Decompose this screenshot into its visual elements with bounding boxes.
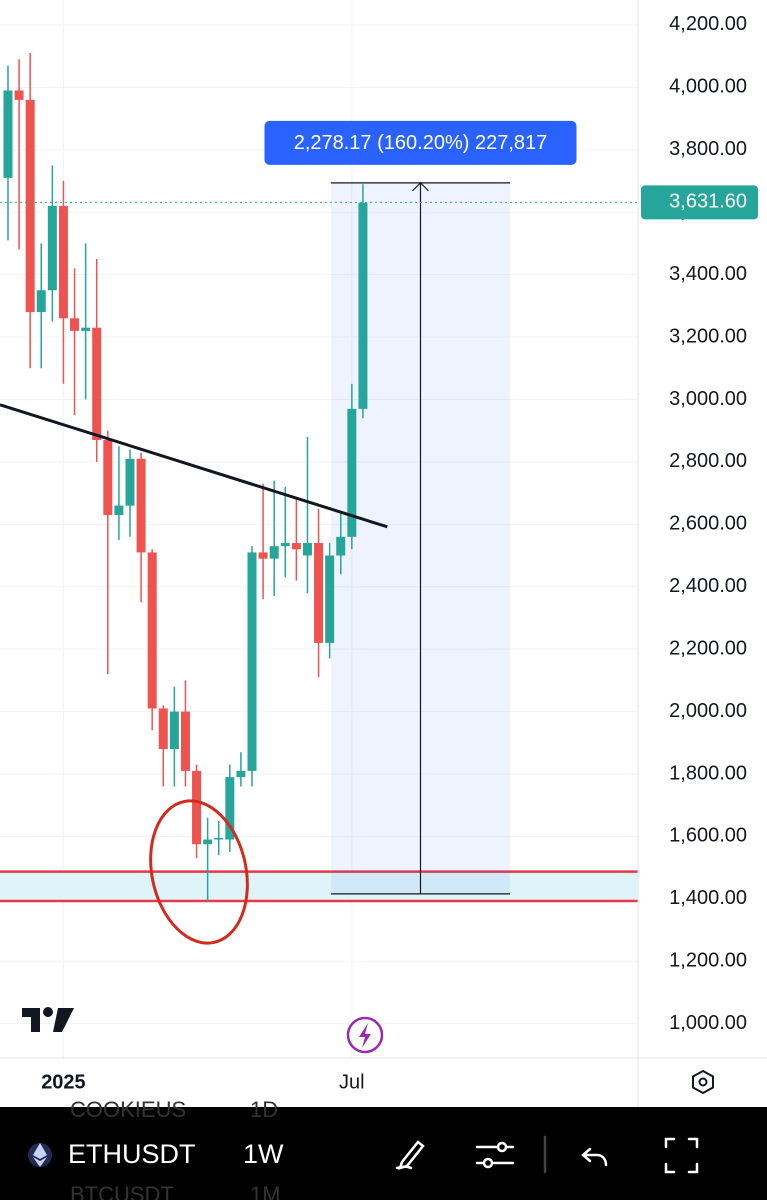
candle-body (314, 543, 324, 643)
last-price-tag (641, 185, 758, 220)
candle-body (214, 837, 224, 840)
candle-body (291, 543, 301, 550)
toolbar (0, 1107, 767, 1200)
candle-body (70, 318, 80, 331)
candle-body (103, 440, 113, 515)
settings-icon[interactable] (692, 1069, 714, 1095)
candle-body (236, 770, 246, 778)
candle-body (125, 458, 135, 506)
y-tick-label: 4,200.00 (669, 13, 747, 35)
candle-body (14, 90, 24, 100)
chart-background (0, 0, 767, 1107)
trendline (0, 403, 388, 529)
y-tick-label: 3,000.00 (669, 388, 747, 410)
interval[interactable]: 1W (243, 1139, 284, 1169)
candle-body (203, 839, 213, 845)
y-tick-label: 2,000.00 (669, 700, 747, 722)
x-tick-label: 2025 (41, 1071, 86, 1093)
background-symbol: COOKIEUS (70, 1097, 186, 1122)
candle-body (136, 458, 146, 553)
candle-body (36, 290, 46, 313)
y-tick-label: 3,200.00 (669, 325, 747, 347)
candle-body (280, 543, 290, 547)
toolbar-icons[interactable] (395, 1135, 699, 1174)
candle-body (58, 205, 68, 319)
y-tick-label: 2,200.00 (669, 637, 747, 659)
background-interval: 1M (250, 1182, 281, 1200)
background-interval: 1D (250, 1097, 278, 1122)
y-tick-label: 3,800.00 (669, 138, 747, 160)
symbol[interactable]: ETHUSDT (68, 1139, 196, 1169)
circle-annotation (149, 799, 249, 945)
y-tick-label: 1,600.00 (669, 825, 747, 847)
y-tick-label: 1,800.00 (669, 762, 747, 784)
measure-arrowhead (412, 182, 429, 192)
candle-body (25, 99, 35, 313)
y-tick-label: 2,800.00 (669, 450, 747, 472)
y-tick-label: 1,000.00 (669, 1012, 747, 1034)
candle-body (92, 327, 102, 441)
tradingview-logo (22, 1007, 74, 1032)
candle-body (147, 552, 157, 709)
candle-body (247, 552, 257, 771)
candle-body (269, 546, 279, 559)
candle-body (325, 555, 335, 643)
candle-body (180, 711, 190, 771)
x-tick-label: Jul (339, 1071, 365, 1093)
y-tick-label: 4,000.00 (669, 76, 747, 98)
lightning-icon[interactable] (346, 1016, 384, 1054)
candle-body (3, 90, 13, 178)
measure-label-box (264, 120, 577, 165)
background-symbol: BTCUSDT (70, 1182, 174, 1200)
candle-body (192, 770, 202, 845)
y-tick-label: 2,400.00 (669, 575, 747, 597)
y-tick-label: 1,400.00 (669, 887, 747, 909)
candle-body (81, 327, 91, 331)
candle-body (336, 536, 346, 556)
candle-body (169, 711, 179, 750)
measure-label: 2,278.17 (160.20%) 227,817 (294, 132, 548, 154)
overlays: 2,278.17 (160.20%) 227,817 (0, 120, 638, 895)
candle-body (158, 708, 168, 750)
candles (3, 53, 368, 902)
eth-icon[interactable] (28, 1143, 52, 1167)
candle-body (47, 205, 57, 291)
support-zone (0, 871, 638, 902)
candle-body (347, 408, 357, 537)
candle-body (358, 202, 368, 409)
last-price-label: 3,631.60 (669, 191, 747, 213)
y-tick-label: 1,200.00 (669, 950, 747, 972)
y-tick-label: 3,400.00 (669, 263, 747, 285)
candle-body (302, 543, 312, 556)
y-tick-label: 2,600.00 (669, 513, 747, 535)
candle-body (114, 505, 124, 515)
candle-body (258, 552, 268, 559)
candle-body (225, 777, 235, 840)
